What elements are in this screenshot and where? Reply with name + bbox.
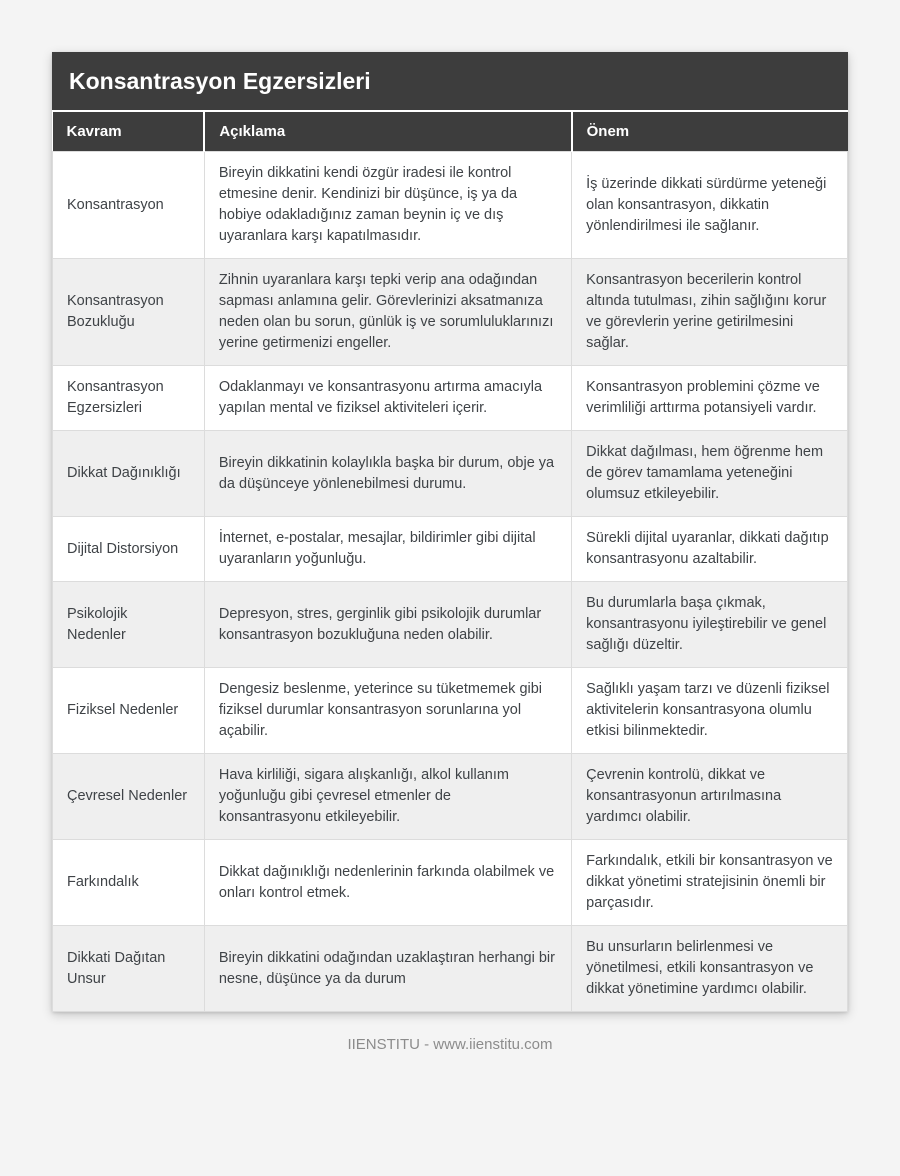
cell-aciklama: Bireyin dikkatinin kolaylıkla başka bir … — [203, 430, 573, 518]
page-title: Konsantrasyon Egzersizleri — [52, 52, 848, 112]
cell-kavram: Dikkati Dağıtan Unsur — [52, 925, 205, 1013]
cell-aciklama: Bireyin dikkatini kendi özgür iradesi il… — [203, 150, 573, 260]
cell-kavram: Psikolojik Nedenler — [52, 581, 205, 669]
cell-onem: Konsantrasyon becerilerin kontrol altınd… — [571, 258, 848, 367]
cell-aciklama: İnternet, e-postalar, mesajlar, bildirim… — [203, 516, 573, 583]
cell-kavram: Dijital Distorsiyon — [52, 516, 205, 583]
cell-kavram: Dikkat Dağınıklığı — [52, 430, 205, 518]
column-header-onem: Önem — [570, 112, 848, 152]
cell-kavram: Konsantrasyon — [52, 150, 205, 260]
table-row: Konsantrasyon Egzersizleri Odaklanmayı v… — [52, 365, 848, 432]
cell-onem: Çevrenin kontrolü, dikkat ve konsantrasy… — [571, 753, 848, 841]
cell-kavram: Konsantrasyon Bozukluğu — [52, 258, 205, 367]
table-row: Farkındalık Dikkat dağınıklığı nedenleri… — [52, 839, 848, 927]
table-row: Dikkati Dağıtan Unsur Bireyin dikkatini … — [52, 925, 848, 1013]
cell-onem: Konsantrasyon problemini çözme ve veriml… — [571, 365, 848, 432]
cell-onem: Dikkat dağılması, hem öğrenme hem de gör… — [571, 430, 848, 518]
cell-onem: Bu durumlarla başa çıkmak, konsantrasyon… — [571, 581, 848, 669]
cell-aciklama: Dikkat dağınıklığı nedenlerinin farkında… — [203, 839, 573, 927]
cell-aciklama: Odaklanmayı ve konsantrasyonu artırma am… — [203, 365, 573, 432]
cell-kavram: Fiziksel Nedenler — [52, 667, 205, 755]
table-row: Konsantrasyon Bireyin dikkatini kendi öz… — [52, 150, 848, 260]
cell-aciklama: Hava kirliliği, sigara alışkanlığı, alko… — [203, 753, 573, 841]
footer-credit: IIENSTITU - www.iienstitu.com — [347, 1036, 553, 1054]
cell-onem: Bu unsurların belirlenmesi ve yönetilmes… — [571, 925, 848, 1013]
cell-aciklama: Depresyon, stres, gerginlik gibi psikolo… — [203, 581, 573, 669]
table-row: Fiziksel Nedenler Dengesiz beslenme, yet… — [52, 667, 848, 755]
column-header-kavram: Kavram — [52, 112, 205, 152]
table-row: Psikolojik Nedenler Depresyon, stres, ge… — [52, 581, 848, 669]
table-header: Kavram Açıklama Önem — [52, 112, 848, 152]
cell-onem: İş üzerinde dikkati sürdürme yeteneği ol… — [571, 150, 848, 260]
table-body: Konsantrasyon Bireyin dikkatini kendi öz… — [52, 150, 848, 1013]
table-row: Dikkat Dağınıklığı Bireyin dikkatinin ko… — [52, 430, 848, 518]
concept-table-card: Konsantrasyon Egzersizleri Kavram Açıkla… — [52, 52, 848, 1013]
table-row: Konsantrasyon Bozukluğu Zihnin uyaranlar… — [52, 258, 848, 367]
cell-aciklama: Zihnin uyaranlara karşı tepki verip ana … — [203, 258, 573, 367]
column-header-aciklama: Açıklama — [203, 112, 572, 152]
concept-table: Kavram Açıklama Önem Konsantrasyon Birey… — [52, 112, 848, 1013]
cell-onem: Sürekli dijital uyaranlar, dikkati dağıt… — [571, 516, 848, 583]
cell-onem: Farkındalık, etkili bir konsantrasyon ve… — [571, 839, 848, 927]
cell-kavram: Çevresel Nedenler — [52, 753, 205, 841]
cell-onem: Sağlıklı yaşam tarzı ve düzenli fiziksel… — [571, 667, 848, 755]
table-row: Çevresel Nedenler Hava kirliliği, sigara… — [52, 753, 848, 841]
cell-kavram: Farkındalık — [52, 839, 205, 927]
cell-kavram: Konsantrasyon Egzersizleri — [52, 365, 205, 432]
table-row: Dijital Distorsiyon İnternet, e-postalar… — [52, 516, 848, 583]
cell-aciklama: Bireyin dikkatini odağından uzaklaştıran… — [203, 925, 573, 1013]
cell-aciklama: Dengesiz beslenme, yeterince su tüketmem… — [203, 667, 573, 755]
